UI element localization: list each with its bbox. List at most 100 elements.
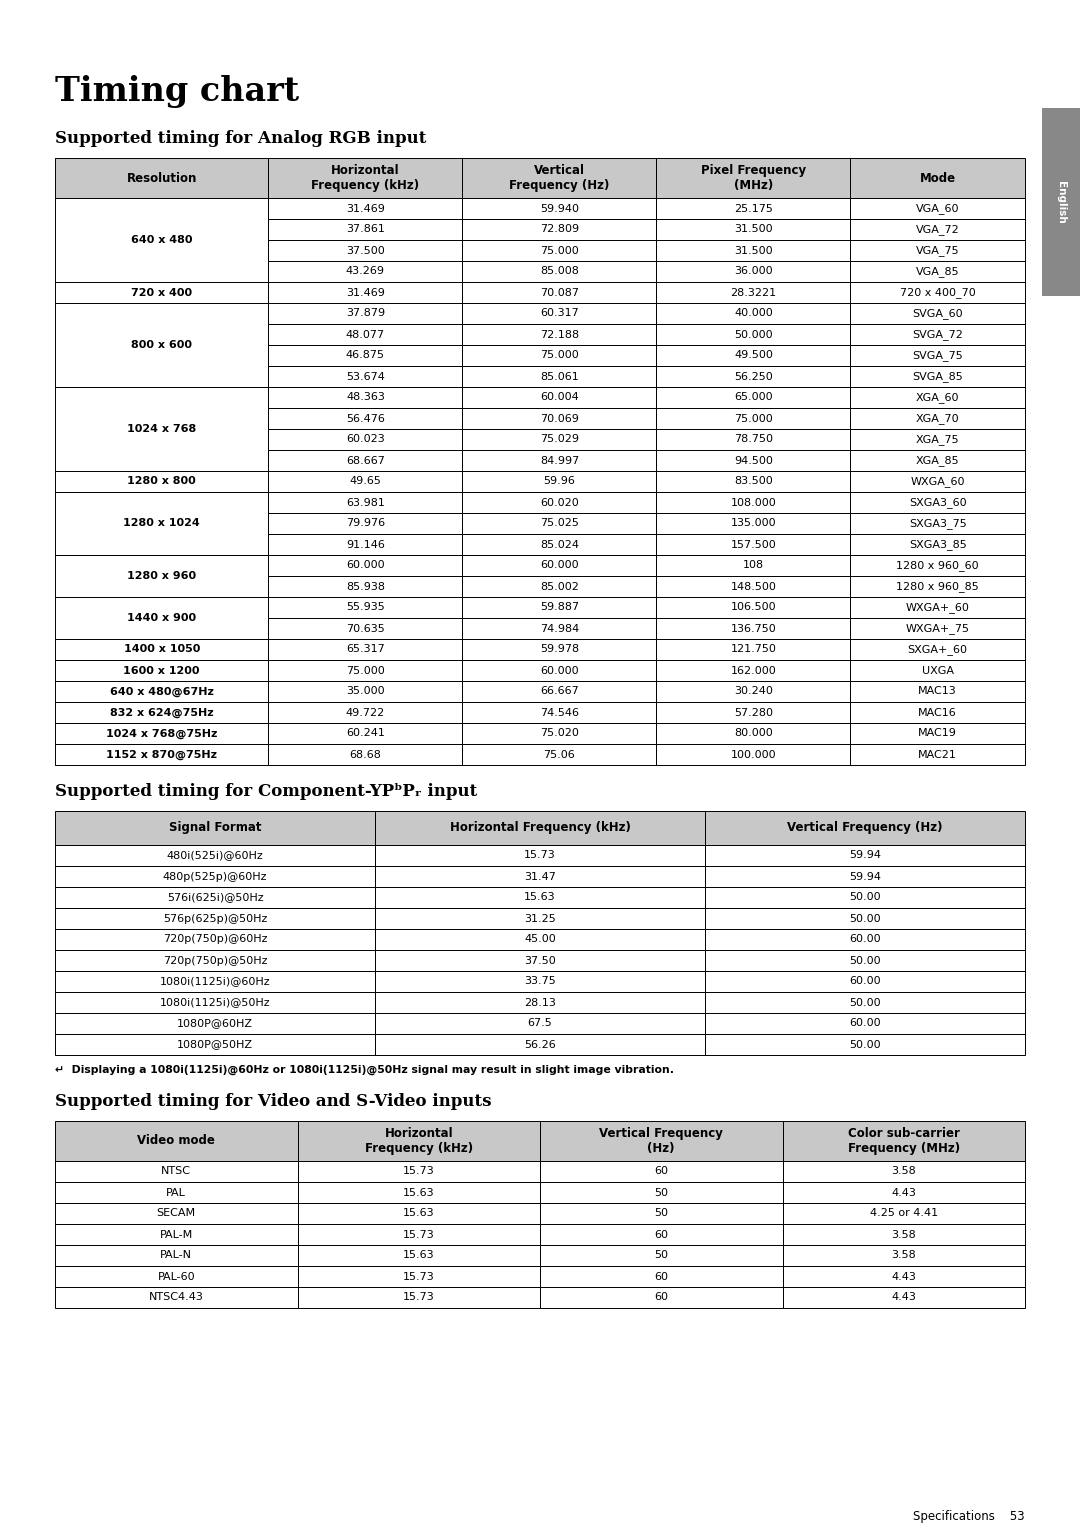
Bar <box>462 239 657 261</box>
Text: 49.500: 49.500 <box>734 350 773 360</box>
Bar <box>297 1161 540 1183</box>
Text: 79.976: 79.976 <box>346 518 384 529</box>
Bar <box>55 845 375 867</box>
Bar <box>55 1121 297 1161</box>
Text: 1280 x 800: 1280 x 800 <box>127 477 197 486</box>
Text: 4.43: 4.43 <box>891 1187 916 1198</box>
Bar <box>55 1012 375 1034</box>
Bar <box>850 387 1025 408</box>
Text: 85.002: 85.002 <box>540 581 579 592</box>
Text: 63.981: 63.981 <box>346 497 384 508</box>
Text: 37.50: 37.50 <box>524 956 556 965</box>
Text: Supported timing for Component-YPᵇPᵣ input: Supported timing for Component-YPᵇPᵣ inp… <box>55 782 477 801</box>
Bar <box>55 198 269 282</box>
Text: 31.25: 31.25 <box>524 914 556 923</box>
Bar <box>55 158 269 198</box>
Text: 60.000: 60.000 <box>346 560 384 571</box>
Text: WXGA+_60: WXGA+_60 <box>906 601 970 614</box>
Text: 480i(525i)@60Hz: 480i(525i)@60Hz <box>166 850 264 861</box>
Bar <box>462 534 657 555</box>
Text: 720p(750p)@60Hz: 720p(750p)@60Hz <box>163 934 268 945</box>
Bar <box>55 1183 297 1203</box>
Bar <box>850 555 1025 575</box>
Bar <box>657 681 850 703</box>
Text: 1080i(1125i)@60Hz: 1080i(1125i)@60Hz <box>160 977 270 986</box>
Text: 55.935: 55.935 <box>346 603 384 612</box>
Text: 48.363: 48.363 <box>346 393 384 402</box>
Bar <box>850 324 1025 345</box>
Bar <box>705 930 1025 950</box>
Bar <box>657 324 850 345</box>
Text: 3.58: 3.58 <box>891 1166 916 1177</box>
Text: WXGA+_75: WXGA+_75 <box>906 623 970 634</box>
Bar <box>540 1203 783 1224</box>
Bar <box>783 1161 1025 1183</box>
Text: Mode: Mode <box>920 172 956 184</box>
Bar <box>783 1287 1025 1309</box>
Text: 1024 x 768: 1024 x 768 <box>127 423 197 434</box>
Text: 60.000: 60.000 <box>540 560 579 571</box>
Bar <box>269 239 462 261</box>
Bar <box>783 1266 1025 1287</box>
Bar <box>55 703 269 723</box>
Text: 35.000: 35.000 <box>346 687 384 696</box>
Bar <box>269 597 462 618</box>
Text: Vertical Frequency (Hz): Vertical Frequency (Hz) <box>787 822 943 834</box>
Bar <box>55 282 269 304</box>
Bar <box>375 1034 705 1055</box>
Bar <box>783 1203 1025 1224</box>
Text: NTSC4.43: NTSC4.43 <box>149 1293 204 1302</box>
Bar <box>462 387 657 408</box>
Text: Video mode: Video mode <box>137 1135 215 1147</box>
Text: 60.020: 60.020 <box>540 497 579 508</box>
Text: 3.58: 3.58 <box>891 1250 916 1261</box>
Bar <box>55 1203 297 1224</box>
Bar <box>297 1266 540 1287</box>
Text: 720 x 400: 720 x 400 <box>131 287 192 298</box>
Bar <box>55 811 375 845</box>
Text: 85.008: 85.008 <box>540 267 579 276</box>
Bar <box>850 367 1025 387</box>
Bar <box>269 660 462 681</box>
Text: 15.73: 15.73 <box>524 850 556 861</box>
Text: 66.667: 66.667 <box>540 687 579 696</box>
Text: 49.65: 49.65 <box>350 477 381 486</box>
Text: 57.280: 57.280 <box>734 707 773 718</box>
Text: 60.00: 60.00 <box>849 934 881 945</box>
Bar <box>375 908 705 930</box>
Bar <box>269 387 462 408</box>
Text: 15.73: 15.73 <box>403 1293 434 1302</box>
Bar <box>657 471 850 492</box>
Text: 59.94: 59.94 <box>849 850 881 861</box>
Bar <box>657 158 850 198</box>
Bar <box>55 492 269 555</box>
Text: 15.63: 15.63 <box>403 1187 434 1198</box>
Text: 15.73: 15.73 <box>403 1229 434 1239</box>
Text: 74.546: 74.546 <box>540 707 579 718</box>
Bar <box>462 723 657 744</box>
Bar <box>850 640 1025 660</box>
Bar <box>705 887 1025 908</box>
Bar <box>462 158 657 198</box>
Bar <box>462 198 657 219</box>
Bar <box>850 219 1025 239</box>
Text: 48.077: 48.077 <box>346 330 384 339</box>
Text: SXGA3_60: SXGA3_60 <box>909 497 967 508</box>
Bar <box>783 1224 1025 1246</box>
Bar <box>269 640 462 660</box>
Bar <box>657 660 850 681</box>
Text: 50.00: 50.00 <box>849 893 881 902</box>
Text: 4.25 or 4.41: 4.25 or 4.41 <box>869 1209 937 1218</box>
Bar <box>269 492 462 512</box>
Text: 85.938: 85.938 <box>346 581 384 592</box>
Text: Resolution: Resolution <box>126 172 197 184</box>
Text: XGA_60: XGA_60 <box>916 393 959 403</box>
Text: Horizontal
Frequency (kHz): Horizontal Frequency (kHz) <box>365 1127 473 1155</box>
Text: 720p(750p)@50Hz: 720p(750p)@50Hz <box>163 956 268 965</box>
Text: 59.94: 59.94 <box>849 871 881 882</box>
Text: 31.47: 31.47 <box>524 871 556 882</box>
Bar <box>269 282 462 304</box>
Bar <box>462 618 657 640</box>
Text: 75.029: 75.029 <box>540 434 579 445</box>
Text: SVGA_72: SVGA_72 <box>913 330 963 341</box>
